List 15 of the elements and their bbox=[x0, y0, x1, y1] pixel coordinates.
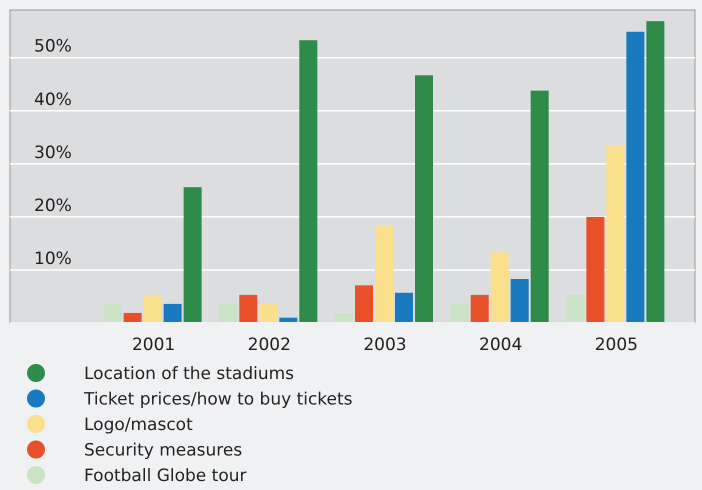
x-tick-label: 2004 bbox=[479, 335, 522, 355]
legend-label: Location of the stadiums bbox=[84, 364, 294, 384]
x-tick-label: 2005 bbox=[594, 335, 638, 355]
legend-label: Security measures bbox=[84, 440, 242, 460]
x-tick-label: 2003 bbox=[363, 335, 407, 355]
y-tick-label: 40% bbox=[34, 90, 72, 110]
y-tick-label: 30% bbox=[34, 142, 72, 163]
legend-label: Logo/mascot bbox=[84, 415, 194, 435]
x-tick-label: 2001 bbox=[132, 335, 176, 355]
x-tick-label: 2002 bbox=[248, 335, 291, 355]
y-tick-label: 10% bbox=[34, 248, 72, 269]
y-tick-label: 20% bbox=[34, 196, 72, 216]
legend-label: Football Globe tour bbox=[84, 466, 246, 486]
y-tick-label: 50% bbox=[34, 36, 72, 57]
legend-label: Ticket prices/how to buy tickets bbox=[83, 390, 353, 410]
